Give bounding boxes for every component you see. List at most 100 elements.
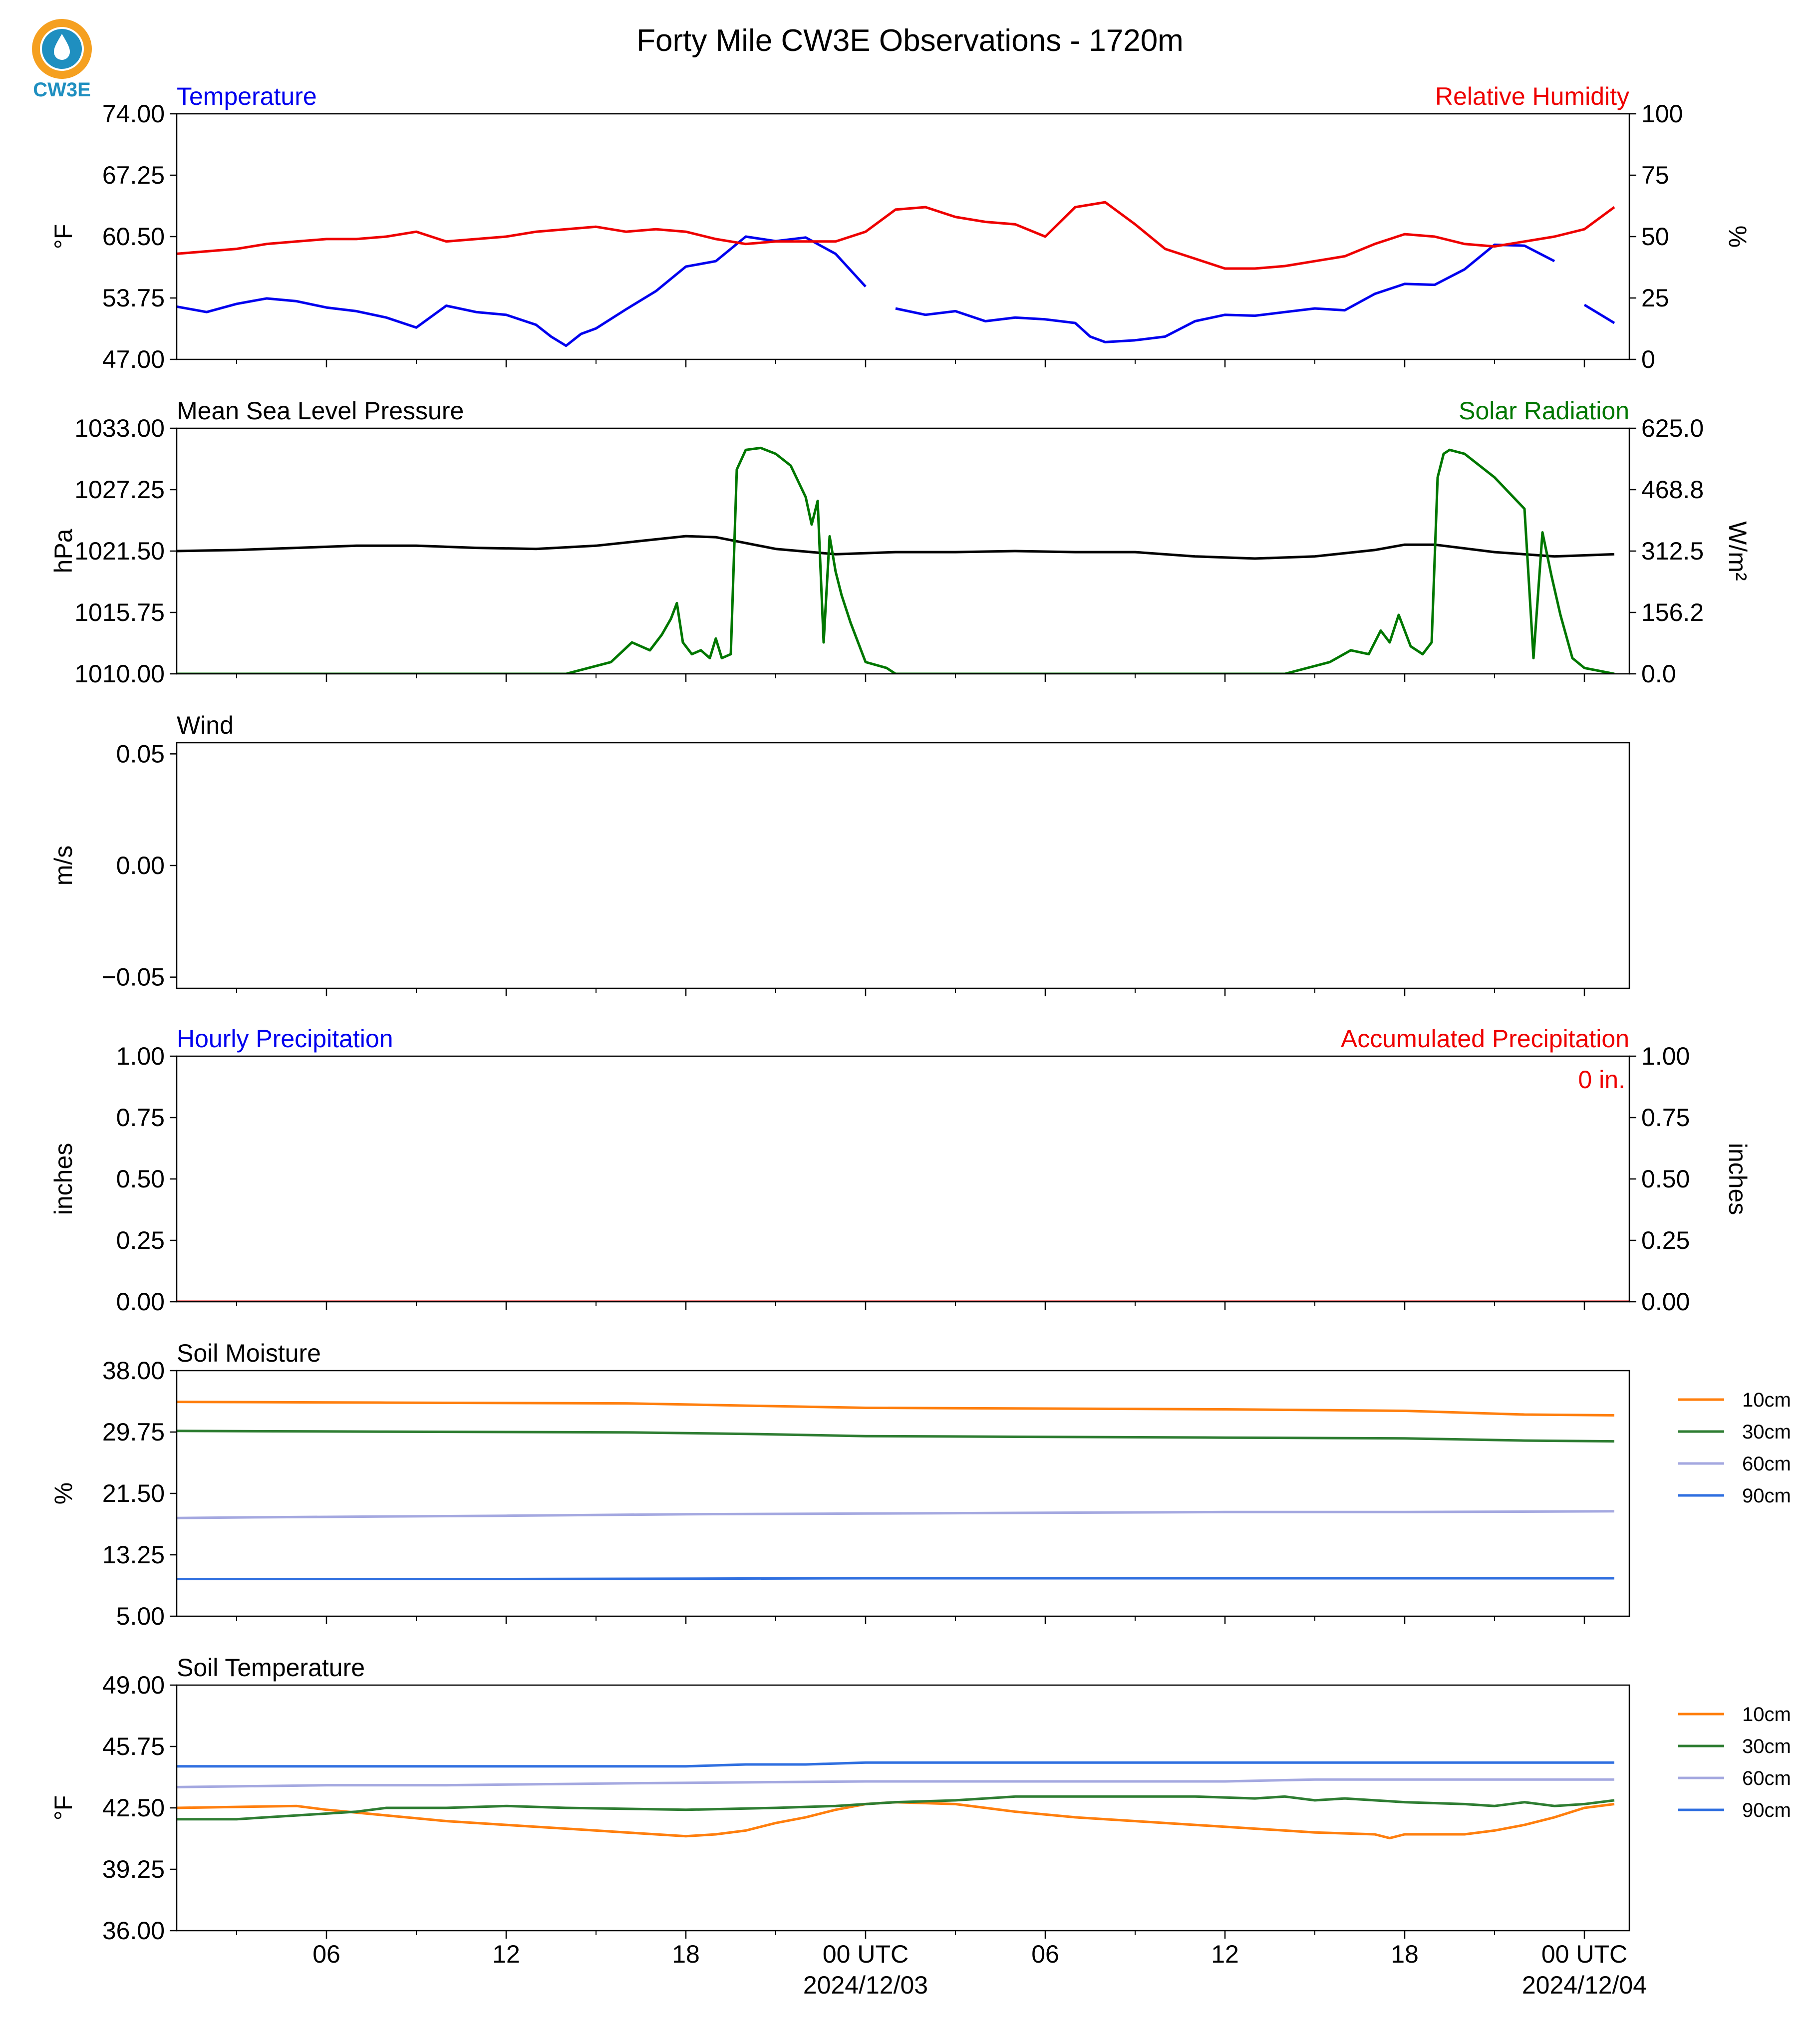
soil_temperature-ylabel: °F: [49, 1795, 77, 1821]
soil_temperature-series-60cm: [177, 1778, 1614, 1788]
figure-title: Forty Mile CW3E Observations - 1720m: [636, 23, 1184, 58]
soil_temperature-legend-label: 60cm: [1742, 1767, 1791, 1789]
precip-ytick-right-label: 0.00: [1641, 1288, 1690, 1316]
xtick-label: 12: [492, 1940, 520, 1968]
soil_temperature-plot-area: [177, 1761, 1615, 1840]
soil_moisture-ylabel: %: [49, 1482, 77, 1504]
soil_moisture-series-90cm: [177, 1577, 1614, 1580]
wind-ylabel: m/s: [49, 846, 77, 886]
pressure_solar-ytick-right-label: 156.2: [1641, 598, 1704, 626]
soil_moisture-ytick-label: 13.25: [102, 1541, 165, 1569]
precip-ytick-right-label: 0.75: [1641, 1104, 1690, 1132]
soil_temperature-ytick-label: 36.00: [102, 1917, 165, 1945]
water-drop-icon: [54, 34, 70, 60]
panel-precip: Hourly Precipitation Accumulated Precipit…: [49, 1025, 1752, 1316]
soil_temperature-series-30cm: [177, 1795, 1615, 1821]
soil_moisture-ytick-label: 29.75: [102, 1418, 165, 1446]
soil_moisture-legend-label: 10cm: [1742, 1389, 1791, 1411]
xtick-label: 00 UTC: [1541, 1940, 1627, 1968]
precip-ytick-right-label: 1.00: [1641, 1042, 1690, 1070]
xtick-label: 12: [1211, 1940, 1239, 1968]
panel-soil_moisture: Soil Moisture 38.00 29.75 21.50 13.25 5.00% 10…: [49, 1339, 1791, 1630]
xtick-label: 06: [312, 1940, 340, 1968]
pressure_solar-ytick-right-label: 625.0: [1641, 414, 1704, 442]
precip-title-left: Hourly Precipitation: [177, 1025, 393, 1053]
precip-ytick-right-label: 0.25: [1641, 1226, 1690, 1254]
panel-soil_temperature: Soil Temperature 49.00 45.75 42.50 39.25 36.0…: [49, 1654, 1791, 1999]
pressure_solar-ylabel: hPa: [49, 529, 77, 573]
temp_rh-ytick-right-label: 0: [1641, 345, 1655, 373]
temp_rh-ytick-label: 53.75: [102, 284, 165, 312]
wind-ytick-label: 0.00: [116, 852, 165, 879]
wind-ytick-label: 0.05: [116, 740, 165, 768]
precip-ytick-label: 0.75: [116, 1104, 165, 1132]
soil_temperature-legend-label: 10cm: [1742, 1704, 1791, 1726]
xtick-label: 06: [1031, 1940, 1059, 1968]
soil_moisture-ytick-label: 5.00: [116, 1602, 165, 1630]
pressure_solar-plot-area: [177, 446, 1615, 674]
panel-wind: Wind 0.05 0.00 −0.05 m/s: [49, 711, 1630, 996]
soil_temperature-ytick-label: 45.75: [102, 1733, 165, 1760]
xtick-date-label: 2024/12/04: [1522, 1971, 1647, 1999]
soil_moisture-series-30cm: [177, 1430, 1615, 1443]
panels: Temperature Relative Humidity 74.00 67.25 60…: [49, 82, 1791, 1999]
xtick-label: 00 UTC: [823, 1940, 909, 1968]
pressure_solar-title-left: Mean Sea Level Pressure: [177, 397, 464, 425]
soil_temperature-ytick-label: 42.50: [102, 1794, 165, 1822]
temp_rh-series-relative-humidity: [177, 201, 1615, 270]
pressure_solar-ytick-label: 1021.50: [74, 537, 165, 565]
xtick-date-label: 2024/12/03: [803, 1971, 928, 1999]
temp_rh-title-left: Temperature: [177, 82, 317, 110]
temp_rh-ytick-right-label: 50: [1641, 223, 1669, 251]
temp_rh-ytick-label: 60.50: [102, 223, 165, 251]
precip-ytick-label: 0.25: [116, 1226, 165, 1254]
precip-ytick-label: 0.50: [116, 1165, 165, 1193]
temp_rh-plot-area: [177, 201, 1615, 347]
temp_rh-ytick-label: 47.00: [102, 345, 165, 373]
pressure_solar-series-mean-sea-level-pressure: [177, 535, 1615, 560]
pressure_solar-ytick-right-label: 468.8: [1641, 476, 1704, 504]
soil_moisture-series-10cm: [177, 1401, 1615, 1417]
soil_moisture-ytick-label: 38.00: [102, 1357, 165, 1385]
logo-text: CW3E: [33, 79, 91, 101]
pressure_solar-ylabel-right: W/m²: [1724, 521, 1752, 580]
temp_rh-ytick-label: 74.00: [102, 100, 165, 128]
pressure_solar-ytick-right-label: 312.5: [1641, 537, 1704, 565]
logo-ring: [32, 19, 92, 79]
temp_rh-ytick-right-label: 75: [1641, 161, 1669, 189]
soil_temperature-ytick-label: 39.25: [102, 1855, 165, 1883]
soil_moisture-legend-label: 30cm: [1742, 1421, 1791, 1443]
pressure_solar-title-right: Solar Radiation: [1459, 397, 1629, 425]
temp_rh-ylabel: °F: [49, 224, 77, 250]
precip-annotation: 0 in.: [1578, 1066, 1625, 1094]
pressure_solar-ytick-label: 1015.75: [74, 598, 165, 626]
panel-temp_rh: Temperature Relative Humidity 74.00 67.25 60…: [49, 82, 1752, 373]
panel-pressure_solar: Mean Sea Level Pressure Solar Radiation 10…: [49, 397, 1752, 688]
pressure_solar-ytick-right-label: 0.0: [1641, 660, 1676, 688]
soil_moisture-ytick-label: 21.50: [102, 1479, 165, 1507]
soil_temperature-title-left: Soil Temperature: [177, 1654, 365, 1682]
temp_rh-ylabel-right: %: [1724, 226, 1752, 248]
precip-ylabel: inches: [49, 1143, 77, 1215]
pressure_solar-ytick-label: 1033.00: [74, 414, 165, 442]
soil_moisture-legend-label: 60cm: [1742, 1453, 1791, 1475]
temp_rh-series-temperature: [177, 235, 1615, 347]
soil_temperature-ytick-label: 49.00: [102, 1671, 165, 1699]
wind-ytick-label: −0.05: [101, 963, 165, 991]
pressure_solar-ytick-label: 1010.00: [74, 660, 165, 688]
precip-ylabel-right: inches: [1724, 1143, 1752, 1215]
precip-ytick-right-label: 0.50: [1641, 1165, 1690, 1193]
precip-ytick-label: 1.00: [116, 1042, 165, 1070]
soil_moisture-title-left: Soil Moisture: [177, 1339, 321, 1367]
soil_moisture-series-60cm: [177, 1510, 1615, 1519]
temp_rh-ytick-right-label: 100: [1641, 100, 1683, 128]
xtick-label: 18: [1391, 1940, 1419, 1968]
precip-ytick-label: 0.00: [116, 1288, 165, 1316]
wind-title-left: Wind: [177, 711, 234, 739]
soil_moisture-legend-label: 90cm: [1742, 1485, 1791, 1507]
temp_rh-ytick-label: 67.25: [102, 161, 165, 189]
soil_temperature-series-90cm: [177, 1761, 1614, 1768]
pressure_solar-series-solar-radiation: [177, 446, 1615, 674]
